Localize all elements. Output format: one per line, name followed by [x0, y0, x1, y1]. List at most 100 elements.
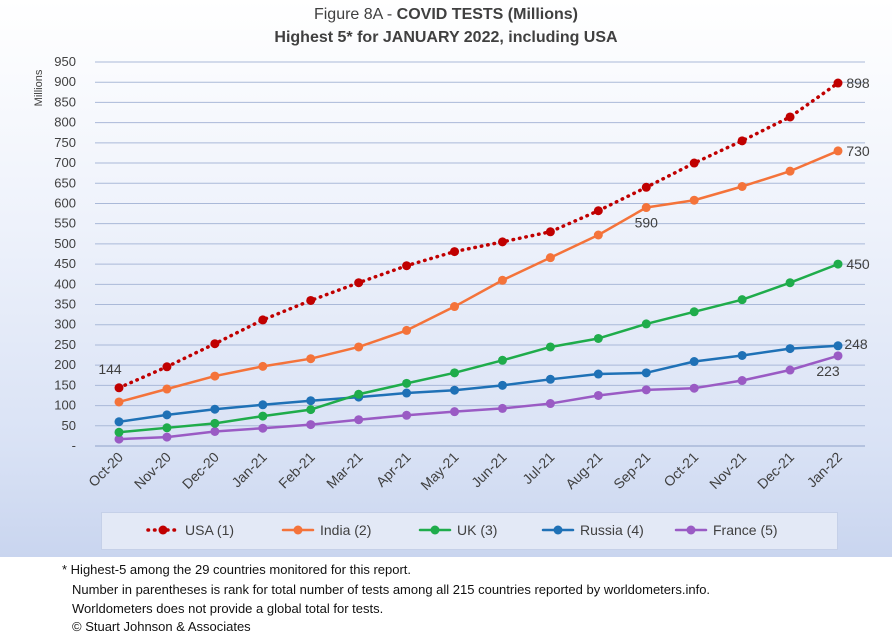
- footnotes: * Highest-5 among the 29 countries monit…: [0, 558, 892, 641]
- data-point: [402, 325, 412, 335]
- chart-title-prefix: Figure 8A -: [313, 6, 397, 23]
- data-point: [497, 237, 507, 247]
- data-point: [833, 341, 843, 351]
- data-point: [402, 388, 412, 398]
- data-point: [497, 380, 507, 390]
- data-point: [593, 390, 603, 400]
- x-tick-label: Jan-21: [228, 449, 270, 491]
- data-point: [833, 259, 843, 269]
- footnote-global-total: Worldometers does not provide a global t…: [72, 601, 384, 616]
- x-tick-label: Dec-21: [754, 449, 797, 492]
- data-point: [114, 434, 124, 444]
- data-label: 248: [844, 336, 868, 352]
- data-point: [402, 410, 412, 420]
- data-point: [593, 333, 603, 343]
- data-point: [545, 227, 555, 237]
- y-tick-label: 150: [54, 377, 76, 392]
- y-tick-label: 250: [54, 337, 76, 352]
- y-tick-label: 900: [54, 74, 76, 89]
- legend-box: [101, 512, 838, 550]
- y-tick-label: 100: [54, 398, 76, 413]
- line-chart: - 50 100 150 200 250 300 350 400 450 500 550 600 650 7…: [33, 54, 870, 538]
- series-line: [117, 149, 840, 404]
- data-point: [162, 423, 172, 433]
- legend-marker: [430, 525, 440, 535]
- data-point: [497, 275, 507, 285]
- data-point: [258, 361, 268, 371]
- footnote-copyright: © Stuart Johnson & Associates: [72, 619, 251, 634]
- data-point: [162, 362, 172, 372]
- y-tick-label: 650: [54, 175, 76, 190]
- data-point: [833, 146, 843, 156]
- data-point: [497, 355, 507, 365]
- data-point: [737, 376, 747, 386]
- x-tick-label: Jul-21: [519, 449, 557, 487]
- data-point: [545, 253, 555, 263]
- data-point: [593, 230, 603, 240]
- y-tick-label: 950: [54, 54, 76, 69]
- data-point: [593, 369, 603, 379]
- data-point: [689, 357, 699, 367]
- data-point: [833, 78, 843, 88]
- data-point: [737, 350, 747, 360]
- data-point: [162, 432, 172, 442]
- y-tick-label: 700: [54, 155, 76, 170]
- y-tick-label: 350: [54, 297, 76, 312]
- legend-marker: [158, 525, 168, 535]
- y-tick-label: 300: [54, 317, 76, 332]
- y-tick-label: 600: [54, 195, 76, 210]
- data-label: 730: [846, 143, 870, 159]
- data-point: [354, 342, 364, 352]
- data-point: [641, 203, 651, 213]
- y-tick-label: 850: [54, 94, 76, 109]
- data-point: [354, 389, 364, 399]
- y-tick-label: -: [72, 438, 76, 453]
- legend-label: USA (1): [185, 522, 234, 538]
- data-point: [306, 420, 316, 430]
- legend-label: France (5): [713, 522, 778, 538]
- y-tick-label: 50: [62, 418, 76, 433]
- y-tick-label: 500: [54, 236, 76, 251]
- data-point: [641, 182, 651, 192]
- data-point: [545, 399, 555, 409]
- series-line: [117, 81, 840, 390]
- data-point: [402, 378, 412, 388]
- data-point: [114, 427, 124, 437]
- data-label: 898: [846, 75, 870, 91]
- data-point: [785, 344, 795, 354]
- x-tick-label: Dec-20: [179, 449, 222, 492]
- data-point: [306, 405, 316, 415]
- data-point: [258, 411, 268, 421]
- data-point: [450, 407, 460, 417]
- data-point: [354, 415, 364, 425]
- data-point: [210, 418, 220, 428]
- data-point: [162, 410, 172, 420]
- data-point: [162, 384, 172, 394]
- data-point: [641, 319, 651, 329]
- chart-title-main: COVID TESTS (Millions): [396, 6, 579, 23]
- y-tick-label: 550: [54, 216, 76, 231]
- x-tick-label: Nov-21: [706, 449, 749, 492]
- x-tick-label: Jun-21: [468, 449, 510, 491]
- x-tick-label: Sep-21: [610, 449, 653, 492]
- x-tick-label: Apr-21: [373, 449, 414, 490]
- data-point: [114, 383, 124, 393]
- data-point: [737, 136, 747, 146]
- data-point: [785, 112, 795, 122]
- data-point: [785, 166, 795, 176]
- series-line: [117, 354, 840, 441]
- chart-title: Figure 8A - COVID TESTS (Millions): [0, 6, 892, 24]
- data-point: [258, 423, 268, 433]
- data-label: 450: [846, 256, 870, 272]
- series-line: [117, 344, 840, 423]
- data-point: [258, 400, 268, 410]
- data-point: [306, 354, 316, 364]
- x-tick-label: Oct-20: [85, 449, 126, 490]
- data-point: [497, 403, 507, 413]
- data-point: [114, 417, 124, 427]
- data-point: [545, 342, 555, 352]
- data-point: [833, 351, 843, 361]
- data-point: [689, 307, 699, 317]
- legend-label: India (2): [320, 522, 371, 538]
- data-point: [737, 295, 747, 305]
